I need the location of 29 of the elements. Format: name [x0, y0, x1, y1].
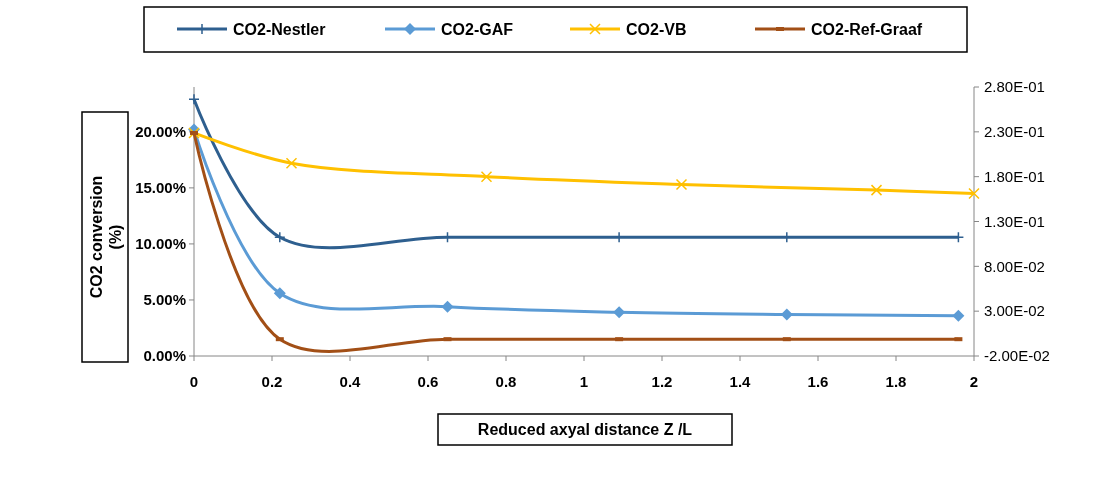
y-tick-label: 15.00% [135, 179, 186, 197]
x-tick-label: 0.4 [339, 373, 362, 390]
y2-tick-label: 8.00E-02 [984, 257, 1045, 275]
x-tick-label: 1.6 [807, 373, 829, 390]
x-axis-title: Reduced axyal distance Z /L [477, 421, 693, 438]
legend-label: CO2-VB [626, 20, 687, 38]
x-tick-label: 0.6 [417, 373, 439, 390]
x-tick-label: 1.8 [885, 373, 907, 390]
x-tick-label: 1.4 [729, 373, 752, 390]
y-axis-title: CO2 conversion (%) [88, 175, 125, 299]
y-tick-label: 20.00% [135, 123, 186, 141]
legend-label: CO2-Nestler [233, 20, 326, 38]
y-tick-label: 5.00% [143, 291, 186, 309]
x-tick-label: 0.2 [261, 373, 283, 390]
y2-tick-label: 3.00E-02 [984, 302, 1045, 320]
y2-tick-label: 1.80E-01 [984, 167, 1045, 185]
y2-tick-label: 1.30E-01 [984, 212, 1045, 230]
x-tick-label: 0.8 [495, 373, 517, 390]
legend-label: CO2-GAF [441, 20, 514, 38]
y2-tick-label: 2.30E-01 [984, 123, 1045, 141]
x-tick-label: 1.2 [651, 373, 673, 390]
y-tick-label: 0.00% [143, 347, 186, 365]
y2-tick-label: -2.00E-02 [984, 347, 1050, 365]
x-tick-label: 1 [579, 373, 589, 390]
x-tick-label: 2 [969, 373, 979, 390]
y-tick-label: 10.00% [135, 235, 186, 253]
y2-tick-label: 2.80E-01 [984, 78, 1045, 96]
x-tick-label: 0 [189, 373, 199, 390]
legend-label: CO2-Ref-Graaf [811, 20, 923, 38]
